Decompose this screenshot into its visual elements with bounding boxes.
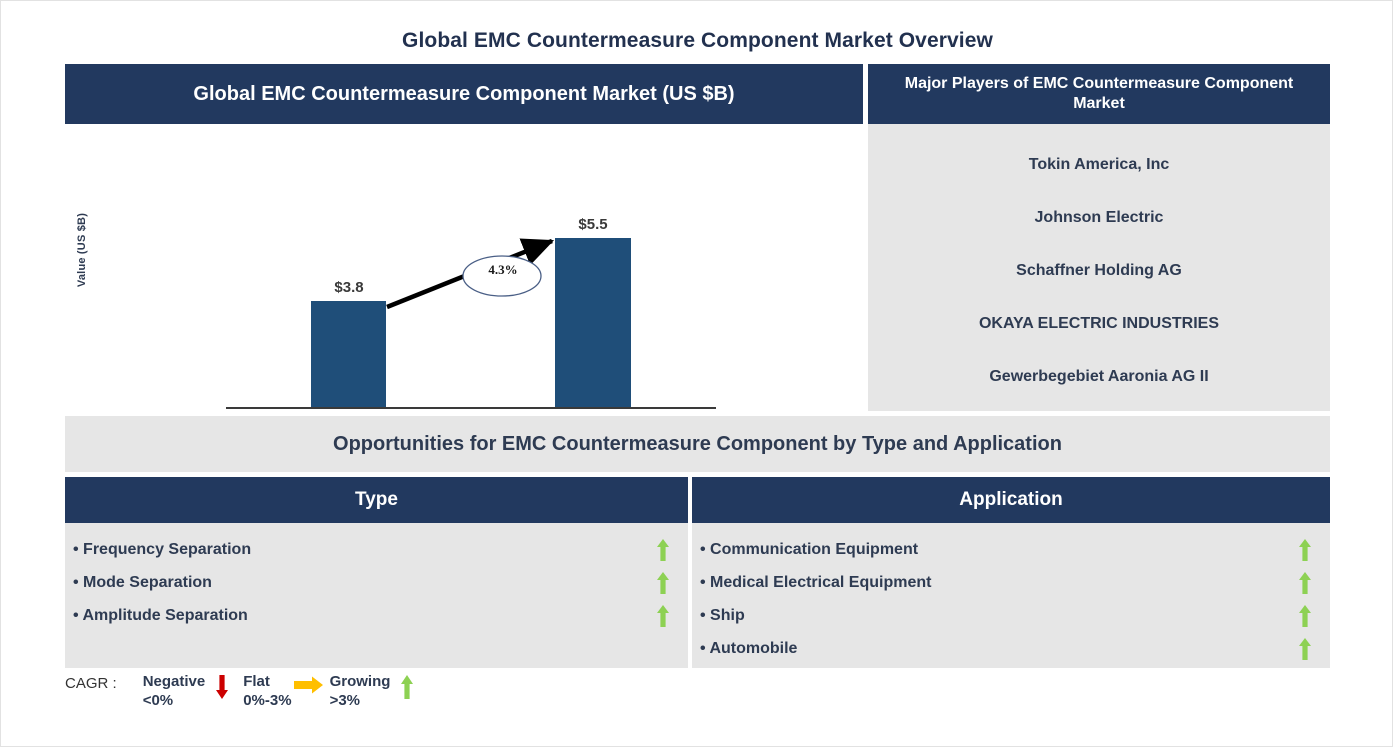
list-item: • Medical Electrical Equipment — [692, 566, 1330, 599]
arrow-right-icon — [293, 676, 323, 694]
legend-negative-name: Negative — [142, 673, 206, 690]
arrow-up-icon — [657, 571, 669, 594]
bar-value-2026: $3.8 — [334, 279, 364, 296]
legend-entry-negative: Negative <0% — [143, 673, 240, 711]
type-item-label: • Amplitude Separation — [73, 606, 248, 624]
cagr-legend: CAGR : Negative <0% Flat 0%-3% Growing >… — [65, 673, 428, 711]
cagr-bubble-label: 4.3% — [488, 262, 518, 277]
list-item: Tokin America, Inc — [1028, 156, 1170, 173]
arrow-up-icon — [1299, 571, 1311, 594]
list-item: OKAYA ELECTRIC INDUSTRIES — [978, 315, 1220, 332]
application-column-header: Application — [692, 477, 1330, 523]
bar-2026 — [311, 301, 386, 407]
legend-negative-range: <0% — [142, 691, 174, 709]
type-column-header: Type — [65, 477, 688, 523]
application-item-label: • Medical Electrical Equipment — [700, 573, 932, 591]
list-item: • Ship — [692, 599, 1330, 632]
application-column-items: • Communication Equipment • Medical Elec… — [692, 523, 1330, 665]
chart-panel-header: Global EMC Countermeasure Component Mark… — [65, 64, 863, 124]
legend-entry-growing: Growing >3% — [330, 673, 425, 711]
arrow-up-icon — [1299, 604, 1311, 627]
arrow-up-icon — [1299, 637, 1311, 660]
opportunities-banner: Opportunities for EMC Countermeasure Com… — [65, 416, 1330, 472]
application-item-label: • Communication Equipment — [700, 540, 919, 558]
type-item-label: • Mode Separation — [73, 573, 212, 591]
x-axis-line — [226, 407, 716, 409]
arrow-right-icon-wrap — [292, 673, 326, 695]
list-item: • Amplitude Separation — [65, 599, 688, 632]
list-item: • Automobile — [692, 632, 1330, 665]
cagr-legend-title: CAGR : — [65, 675, 117, 692]
arrow-up-icon — [657, 538, 669, 561]
players-list: Tokin America, Inc Johnson Electric Scha… — [868, 124, 1330, 411]
arrow-down-icon-wrap — [205, 673, 239, 699]
list-item: Johnson Electric — [1034, 209, 1164, 226]
arrow-up-icon — [657, 604, 669, 627]
market-chart-panel: Global EMC Countermeasure Component Mark… — [65, 64, 863, 466]
y-axis-label: Value (US $B) — [76, 212, 88, 288]
application-item-label: • Automobile — [700, 639, 798, 657]
application-column: Application • Communication Equipment • … — [692, 477, 1330, 668]
legend-entry-flat: Flat 0%-3% — [243, 673, 325, 711]
list-item: • Mode Separation — [65, 566, 688, 599]
list-item: Gewerbegebiet Aaronia AG II — [989, 368, 1209, 385]
arrow-up-icon-wrap — [390, 673, 424, 699]
type-column-items: • Frequency Separation • Mode Separation… — [65, 523, 688, 632]
list-item: Schaffner Holding AG — [1016, 262, 1182, 279]
legend-growing-name: Growing — [329, 673, 391, 690]
chart-plot-area: Value (US $B) $3.8 $5.5 2026 2035 4.3% S… — [65, 124, 863, 466]
bar-value-2035: $5.5 — [578, 216, 608, 233]
application-item-label: • Ship — [700, 606, 745, 624]
arrow-up-icon — [401, 675, 414, 699]
list-item: • Frequency Separation — [65, 533, 688, 566]
major-players-panel: Major Players of EMC Countermeasure Comp… — [868, 64, 1330, 411]
page-title: Global EMC Countermeasure Component Mark… — [402, 29, 993, 52]
arrow-up-icon — [1299, 538, 1311, 561]
legend-flat-name: Flat — [243, 673, 270, 690]
legend-flat-range: 0%-3% — [243, 691, 292, 709]
arrow-down-icon — [216, 675, 229, 699]
type-item-label: • Frequency Separation — [73, 540, 252, 558]
type-column: Type • Frequency Separation • Mode Separ… — [65, 477, 688, 668]
bar-2035 — [555, 238, 631, 407]
players-panel-header: Major Players of EMC Countermeasure Comp… — [868, 64, 1330, 124]
legend-growing-range: >3% — [329, 691, 361, 709]
list-item: • Communication Equipment — [692, 533, 1330, 566]
